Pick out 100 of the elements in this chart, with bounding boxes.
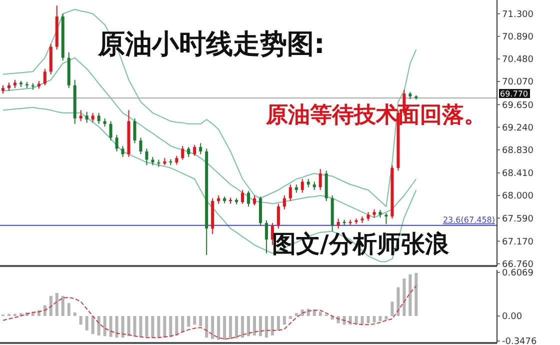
candlestick: [241, 190, 244, 204]
bar: [85, 316, 88, 330]
bar: [199, 316, 202, 326]
candlestick: [85, 111, 88, 124]
bar: [223, 316, 226, 340]
bar: [73, 312, 76, 316]
candlestick: [336, 218, 340, 230]
candlestick: [109, 120, 112, 141]
candlestick: [43, 68, 46, 86]
line-series: [2, 285, 417, 340]
bar: [169, 316, 172, 337]
y-tick-label: 68.410: [502, 169, 534, 180]
y-tick-label: 68.000: [502, 192, 534, 202]
bar: [217, 316, 220, 340]
candlestick: [264, 220, 268, 254]
ref-line-label: 69.770: [500, 90, 528, 99]
candlestick: [318, 168, 322, 190]
bar: [43, 305, 46, 316]
candlestick: [229, 197, 232, 204]
y-tick-label: 67.170: [502, 237, 534, 248]
candlestick: [139, 137, 142, 155]
bar: [264, 316, 268, 338]
candlestick: [91, 112, 94, 123]
bar: [13, 314, 16, 316]
bar: [360, 316, 364, 324]
bar: [396, 287, 400, 316]
bar: [175, 316, 178, 336]
y-tick-label: 69.650: [502, 100, 534, 111]
bar: [247, 316, 250, 336]
candlestick: [252, 195, 256, 206]
bar: [276, 316, 280, 330]
candlestick: [342, 219, 346, 226]
y-tick-label: 70.480: [502, 55, 534, 66]
bar: [211, 316, 214, 340]
candlestick: [121, 145, 124, 158]
candlestick: [157, 159, 160, 168]
bar: [187, 316, 190, 327]
bar: [151, 316, 154, 338]
bar: [133, 316, 136, 336]
candlestick: [187, 146, 190, 158]
bar: [372, 316, 376, 323]
bar: [414, 272, 418, 316]
ref-line-label: 23.6(67.458): [442, 215, 495, 224]
candlestick: [276, 203, 280, 230]
bar: [282, 316, 286, 325]
candlestick: [97, 112, 100, 124]
candlestick: [282, 195, 286, 210]
bar: [7, 314, 10, 316]
candlestick: [115, 134, 118, 152]
candlestick: [300, 178, 304, 194]
bar: [270, 316, 274, 336]
candlestick: [193, 144, 196, 156]
bar: [157, 316, 160, 338]
bar: [378, 316, 382, 322]
candlestick: [133, 118, 136, 144]
y-tick-label: 71.300: [502, 10, 534, 20]
bar: [384, 316, 388, 320]
bar: [294, 313, 298, 316]
y-tick-label: 70.890: [502, 32, 534, 43]
y-tick-label: 0.00: [502, 312, 522, 322]
bar: [390, 302, 394, 316]
y-tick-label: 68.830: [502, 146, 534, 156]
candlestick: [199, 142, 202, 155]
bar: [354, 316, 358, 325]
bar: [163, 316, 166, 338]
bar: [139, 316, 142, 337]
bar: [109, 316, 112, 337]
bar: [318, 312, 322, 316]
bar: [127, 316, 130, 336]
y-tick-label: -0.3476: [502, 337, 538, 345]
bar: [115, 316, 118, 338]
bar: [49, 296, 52, 316]
bar: [229, 316, 232, 340]
y-tick-label: 67.590: [502, 214, 534, 224]
bar: [193, 316, 196, 325]
y-tick-label: 69.240: [502, 123, 534, 134]
candlestick: [288, 184, 292, 202]
bar: [288, 316, 292, 319]
bar: [241, 316, 244, 338]
bar: [67, 303, 70, 316]
bar: [103, 316, 106, 336]
bar: [366, 316, 370, 324]
bar: [402, 278, 406, 316]
bar: [235, 316, 238, 338]
candlestick: [247, 190, 250, 208]
bar: [55, 293, 58, 316]
bar: [61, 296, 64, 316]
bar: [408, 274, 412, 316]
candlestick: [145, 148, 148, 166]
bar: [252, 316, 256, 336]
bar: [181, 316, 184, 332]
bar: [121, 316, 124, 338]
bar: [258, 316, 262, 336]
bar: [205, 316, 208, 338]
y-tick-label: 70.070: [502, 78, 534, 88]
candlestick: [31, 82, 34, 90]
bar: [97, 316, 100, 336]
candlestick: [181, 145, 184, 160]
bar: [145, 316, 148, 337]
y-tick-label: 0.6069: [502, 268, 534, 279]
